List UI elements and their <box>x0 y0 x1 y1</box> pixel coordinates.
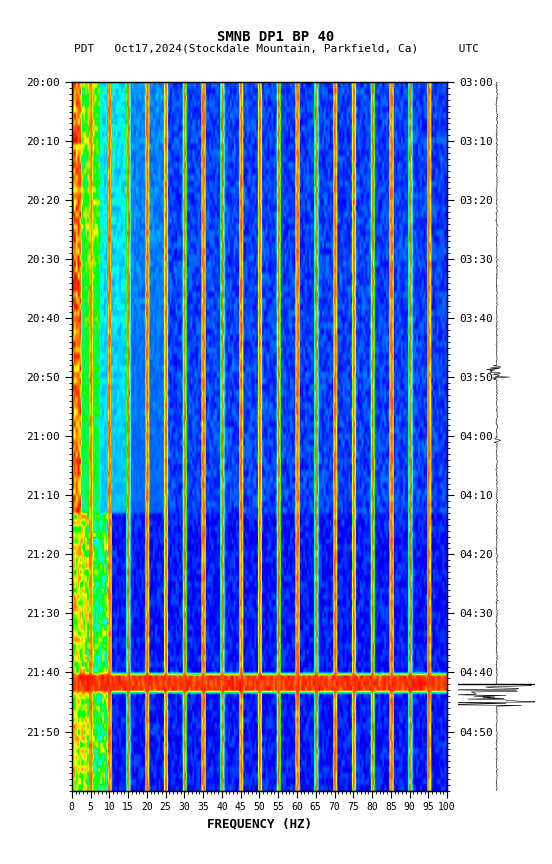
Text: SMNB DP1 BP 40: SMNB DP1 BP 40 <box>217 30 335 44</box>
X-axis label: FREQUENCY (HZ): FREQUENCY (HZ) <box>207 818 312 831</box>
Text: PDT   Oct17,2024(Stockdale Mountain, Parkfield, Ca)      UTC: PDT Oct17,2024(Stockdale Mountain, Parkf… <box>73 43 479 54</box>
